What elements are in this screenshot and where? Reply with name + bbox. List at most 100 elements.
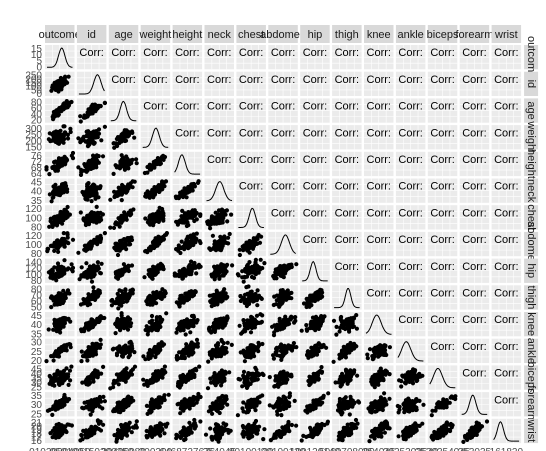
scatter-point xyxy=(78,114,83,119)
panel-neck-chest: Corr: xyxy=(236,178,266,203)
scatter-point xyxy=(88,266,93,271)
panel-abdomen-hip: Corr: xyxy=(300,231,330,257)
scatter-point xyxy=(125,156,130,161)
scatter-point xyxy=(223,212,228,217)
scatter-point xyxy=(208,247,213,252)
scatter-point xyxy=(94,214,99,219)
scatter-point xyxy=(85,350,90,355)
scatter-point xyxy=(241,279,246,284)
scatter-point xyxy=(192,218,197,224)
panel-chest-hip: Corr: xyxy=(300,205,330,230)
scatter-point xyxy=(254,263,260,268)
scatter-point xyxy=(76,250,81,255)
scatter-point xyxy=(185,234,190,239)
scatter-point xyxy=(112,194,117,199)
scatter-point xyxy=(119,297,124,302)
panel-neck-ankle: Corr: xyxy=(395,178,426,203)
scatter-point xyxy=(245,246,250,251)
scatter-point xyxy=(117,302,122,307)
corr-label: Corr: xyxy=(303,74,327,86)
corr-label: Corr: xyxy=(398,207,422,219)
scatter-point xyxy=(119,198,124,203)
panel-outcome-hip: Corr: xyxy=(300,45,330,70)
scatter-point xyxy=(189,241,194,246)
scatter-point xyxy=(117,224,122,229)
scatter-point xyxy=(191,290,196,295)
scatter-point xyxy=(78,172,84,177)
scatter-point xyxy=(210,297,215,302)
scatter-point xyxy=(47,172,52,177)
corr-label: Corr: xyxy=(303,47,327,59)
scatter-point xyxy=(219,215,224,220)
scatter-point xyxy=(62,258,67,263)
panel-neck-id xyxy=(76,178,107,204)
scatter-point xyxy=(51,327,56,332)
scatter-point xyxy=(84,261,89,266)
panel-knee-hip xyxy=(299,312,330,337)
scatter-point xyxy=(186,325,191,330)
scatter-point xyxy=(151,223,156,228)
corr-label: Corr: xyxy=(462,181,486,193)
corr-label: Corr: xyxy=(303,181,327,193)
scatter-point xyxy=(70,156,76,161)
scatter-point xyxy=(241,248,246,253)
scatter-point xyxy=(126,264,131,269)
scatter-point xyxy=(94,165,99,170)
scatter-point xyxy=(67,342,72,347)
scatter-point xyxy=(164,311,169,316)
corr-label: Corr: xyxy=(239,74,263,86)
panel-outcome-neck: Corr: xyxy=(204,45,234,70)
scatter-point xyxy=(94,237,99,243)
scatter-point xyxy=(125,185,130,190)
scatter-point xyxy=(111,141,116,146)
corr-label: Corr: xyxy=(239,154,263,166)
scatter-point xyxy=(86,141,91,146)
panel-neck-biceps: Corr: xyxy=(427,178,458,203)
scatter-point xyxy=(127,210,132,215)
corr-label: Corr: xyxy=(303,101,327,113)
scatter-point xyxy=(214,294,219,300)
panel-outcome-age: Corr: xyxy=(108,45,139,70)
panel-thigh-hip xyxy=(300,285,330,310)
scatter-point xyxy=(115,252,121,258)
panel-neck-thigh: Corr: xyxy=(332,178,362,203)
corr-label: Corr: xyxy=(462,47,486,59)
corr-label: Corr: xyxy=(398,261,422,273)
scatter-point xyxy=(132,135,137,140)
panel-id-age: Corr: xyxy=(108,71,139,96)
panel-chest-forearm: Corr: xyxy=(459,205,490,230)
scatter-point xyxy=(128,235,133,240)
scatter-point xyxy=(45,246,50,251)
scatter-point xyxy=(242,323,247,328)
scatter-point xyxy=(122,210,127,215)
scatter-point xyxy=(282,325,287,330)
scatter-point xyxy=(55,302,60,307)
scatter-point xyxy=(183,332,188,337)
scatter-point xyxy=(189,266,194,271)
scatter-point xyxy=(184,223,189,229)
scatter-point xyxy=(158,156,163,161)
scatter-point xyxy=(314,294,319,299)
corr-label: Corr: xyxy=(398,314,422,326)
scatter-point xyxy=(59,322,64,327)
density-curve-outcome xyxy=(47,47,73,68)
panel-hip-wrist: Corr: xyxy=(491,258,522,283)
scatter-point xyxy=(54,215,59,220)
scatter-point xyxy=(224,269,229,274)
panel-outcome-weight: Corr: xyxy=(140,45,171,70)
scatter-point xyxy=(217,276,222,281)
scatter-point xyxy=(89,110,94,115)
panel-knee-height xyxy=(172,312,203,337)
scatter-point xyxy=(224,208,229,213)
scatter-point xyxy=(318,315,323,320)
scatter-point xyxy=(205,219,210,224)
scatter-point xyxy=(151,190,156,195)
panel-id-abdomen: Corr: xyxy=(268,71,298,96)
scatter-point xyxy=(121,189,126,194)
scatter-point xyxy=(154,301,159,306)
panel-height-hip: Corr: xyxy=(300,151,330,177)
scatter-point xyxy=(214,221,219,226)
panel-chest-knee: Corr: xyxy=(364,205,394,230)
scatter-point xyxy=(113,321,118,327)
scatter-point xyxy=(46,270,52,275)
